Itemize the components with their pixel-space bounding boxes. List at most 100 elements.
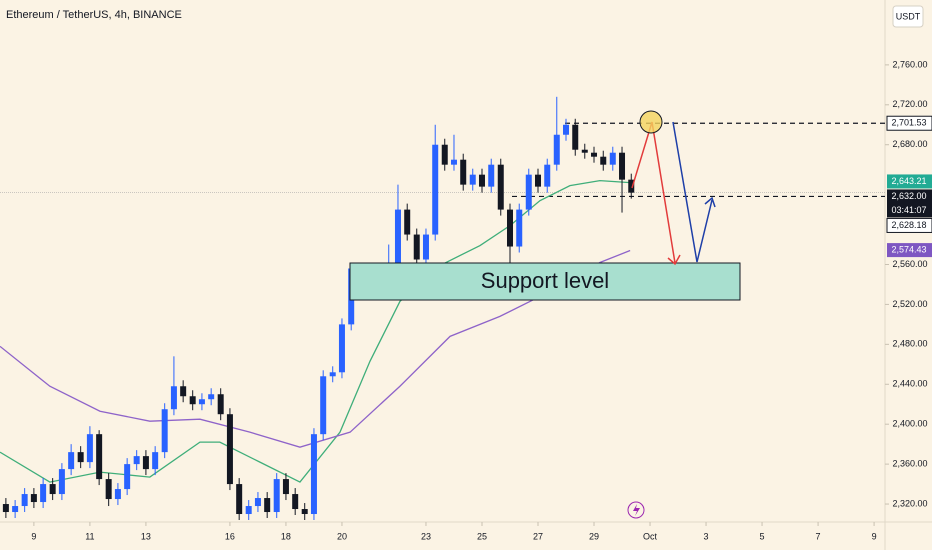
candle-body [506, 209, 513, 247]
candle-body [394, 209, 401, 265]
candle-body [96, 434, 103, 480]
x-tick-label: 20 [337, 531, 347, 541]
candle-body [161, 409, 168, 453]
candle-body [21, 494, 28, 507]
candle-body [105, 479, 112, 500]
y-tick-label: 2,400.00 [892, 419, 927, 429]
candle-body [469, 174, 476, 185]
candle-body [273, 479, 280, 513]
price-label-box [886, 115, 932, 131]
candle-body [124, 464, 131, 490]
candle-body [189, 396, 196, 405]
currency-label[interactable]: USDT [896, 11, 921, 21]
candle-body [572, 124, 579, 150]
candle-body [282, 479, 289, 495]
x-tick-label: 16 [225, 531, 235, 541]
candle-body [329, 372, 336, 377]
candle-body [301, 509, 308, 515]
x-tick-label: 5 [760, 531, 765, 541]
candle-body [460, 159, 467, 185]
support-label: Support level [481, 268, 609, 293]
price-label: 2,574.43 [891, 244, 926, 254]
candle-body [208, 394, 215, 400]
x-tick-label: 13 [141, 531, 151, 541]
candle-body [49, 484, 56, 495]
candle-body [535, 174, 542, 187]
x-tick-label: Oct [643, 531, 658, 541]
candle-body [320, 376, 327, 435]
x-tick-label: 11 [85, 531, 94, 541]
candle-body [264, 498, 271, 513]
candle-body [170, 386, 177, 410]
candle-body [516, 209, 523, 247]
candle-body [245, 506, 252, 515]
arrow-head [667, 254, 681, 266]
y-tick-label: 2,520.00 [892, 299, 927, 309]
target-circle [639, 110, 663, 134]
x-tick-label: 3 [704, 531, 709, 541]
candle-body [142, 456, 149, 470]
candle-body [30, 494, 37, 503]
candle-body [254, 498, 261, 507]
support-zone [349, 262, 741, 301]
price-label-box [886, 217, 932, 233]
candle-body [217, 394, 224, 415]
candle-body [236, 484, 243, 515]
event-bolt[interactable] [633, 504, 640, 516]
x-tick-label: 9 [872, 531, 877, 541]
y-tick-label: 2,360.00 [892, 458, 927, 468]
candle-body [404, 209, 411, 235]
candle-body [553, 134, 560, 165]
candle-body [292, 494, 299, 510]
candle-body [619, 152, 626, 180]
candle-body [441, 144, 448, 165]
price-label: 2,701.53 [891, 118, 926, 128]
candle-body [338, 324, 345, 373]
candle-body [478, 174, 485, 187]
candle-body [198, 399, 205, 405]
candle-body [432, 144, 439, 235]
candle-body [12, 506, 19, 513]
price-label: 2,643.21 [891, 176, 926, 186]
x-tick-label: 27 [533, 531, 543, 541]
x-tick-label: 25 [477, 531, 487, 541]
candle-body [563, 124, 570, 135]
price-label-box [887, 243, 932, 258]
currency-button[interactable] [892, 5, 924, 28]
candle-body [86, 434, 93, 463]
candle-body [40, 484, 47, 503]
y-tick-label: 2,760.00 [892, 59, 927, 69]
candle-body [152, 452, 159, 470]
price-label: 2,632.00 [891, 191, 926, 201]
candle-body [180, 386, 187, 397]
x-tick-label: 18 [281, 531, 291, 541]
candle-body [413, 234, 420, 260]
candle-body [226, 414, 233, 485]
x-tick-label: 7 [816, 531, 821, 541]
x-tick-label: 29 [589, 531, 599, 541]
y-tick-label: 2,720.00 [892, 99, 927, 109]
countdown: 03:41:07 [891, 205, 926, 215]
y-tick-label: 2,320.00 [892, 498, 927, 508]
candle-body [581, 149, 588, 153]
moving-average [0, 180, 631, 483]
candle-body [77, 452, 84, 463]
candle-body [628, 179, 635, 193]
price-label: 2,628.18 [891, 220, 926, 230]
price-label-box [887, 174, 932, 189]
candle-body [68, 452, 75, 470]
x-tick-label: 23 [421, 531, 431, 541]
event-icon[interactable] [627, 501, 645, 519]
candle-body [591, 152, 598, 157]
candle-body [422, 234, 429, 260]
candle-body [600, 156, 607, 165]
x-tick-label: 9 [31, 531, 36, 541]
candle-body [58, 469, 65, 495]
projection-arrow [672, 121, 713, 263]
y-tick-label: 2,480.00 [892, 339, 927, 349]
candle-body [114, 489, 121, 500]
candle-body [488, 164, 495, 187]
arrow-head [704, 196, 716, 208]
candle-body [609, 152, 616, 165]
